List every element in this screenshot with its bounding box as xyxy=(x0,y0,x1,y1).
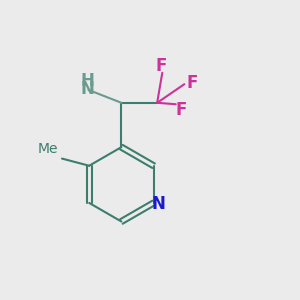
Text: Me: Me xyxy=(38,142,58,156)
Text: F: F xyxy=(155,57,166,75)
Text: F: F xyxy=(187,74,198,92)
Text: N: N xyxy=(152,194,166,212)
Text: F: F xyxy=(176,101,187,119)
Text: H: H xyxy=(80,72,94,90)
Text: N: N xyxy=(80,80,94,98)
